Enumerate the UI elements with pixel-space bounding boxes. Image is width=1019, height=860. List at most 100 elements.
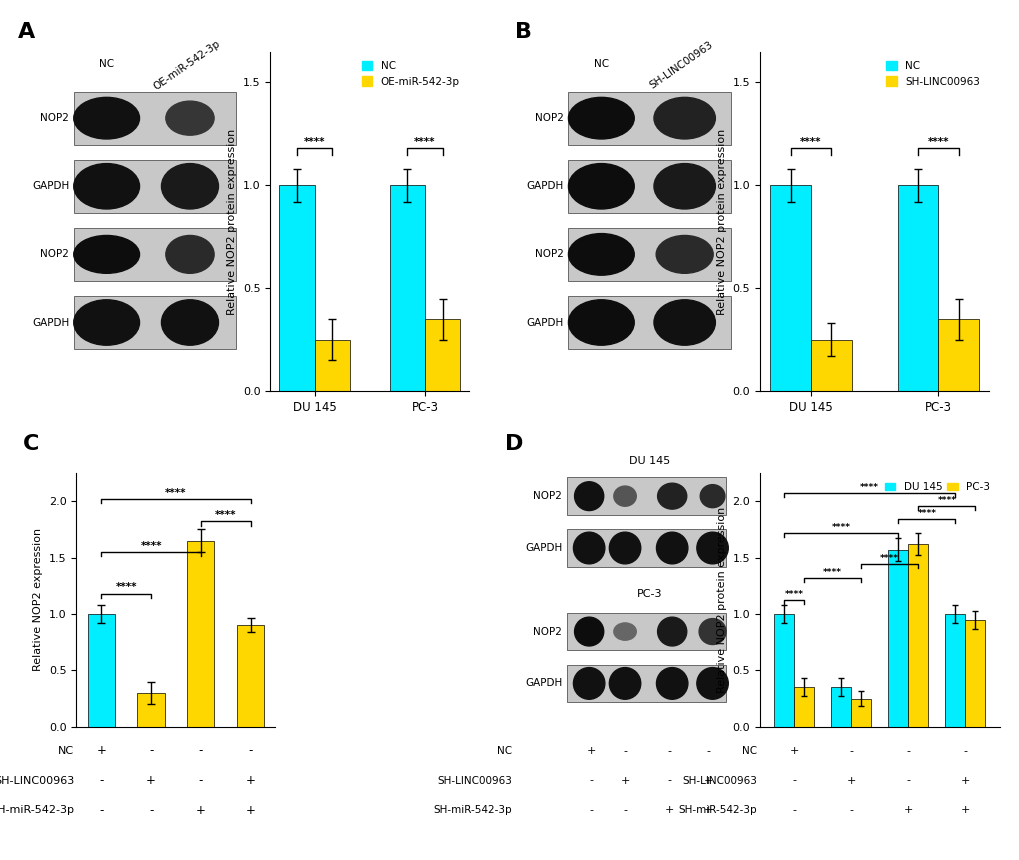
Bar <box>73 92 235 144</box>
Bar <box>794 687 813 727</box>
Text: -: - <box>623 805 627 815</box>
Text: ****: **** <box>926 137 948 146</box>
Text: GAPDH: GAPDH <box>525 543 561 553</box>
Text: ****: **** <box>800 137 821 146</box>
Text: +: + <box>846 776 855 785</box>
Text: ****: **** <box>936 495 956 505</box>
Ellipse shape <box>656 532 687 564</box>
Text: ****: **** <box>165 488 186 498</box>
Ellipse shape <box>608 667 640 699</box>
Text: GAPDH: GAPDH <box>525 679 561 688</box>
Ellipse shape <box>696 532 728 564</box>
Text: +: + <box>960 805 969 815</box>
Bar <box>425 319 460 391</box>
Y-axis label: Relative NOP2 expression: Relative NOP2 expression <box>34 528 44 672</box>
Text: NC: NC <box>99 59 114 69</box>
Text: NOP2: NOP2 <box>41 114 69 123</box>
Text: GAPDH: GAPDH <box>526 181 564 191</box>
Text: GAPDH: GAPDH <box>32 317 69 328</box>
Bar <box>851 698 870 727</box>
Text: ****: **** <box>830 523 850 531</box>
Text: SH-LINC00963: SH-LINC00963 <box>682 776 756 785</box>
Text: -: - <box>99 804 104 817</box>
Bar <box>897 186 937 391</box>
Text: ****: **** <box>141 541 162 550</box>
Bar <box>830 687 851 727</box>
Ellipse shape <box>655 236 712 273</box>
Text: SH-miR-542-3p: SH-miR-542-3p <box>0 805 74 815</box>
Ellipse shape <box>166 101 214 135</box>
Ellipse shape <box>73 97 140 139</box>
Text: NOP2: NOP2 <box>535 114 564 123</box>
Bar <box>88 614 115 727</box>
Text: +: + <box>196 804 206 817</box>
Text: -: - <box>149 745 153 758</box>
Ellipse shape <box>161 300 218 345</box>
Text: SH-LINC00963: SH-LINC00963 <box>437 776 512 785</box>
Ellipse shape <box>653 97 714 139</box>
Text: +: + <box>703 805 712 815</box>
Text: GAPDH: GAPDH <box>32 181 69 191</box>
Text: ****: **** <box>215 510 236 520</box>
Text: OE-miR-542-3p: OE-miR-542-3p <box>152 38 222 92</box>
Text: DU 145: DU 145 <box>629 456 669 466</box>
Text: NC: NC <box>741 746 756 756</box>
Ellipse shape <box>699 485 725 507</box>
Text: -: - <box>248 745 253 758</box>
Text: D: D <box>504 434 523 454</box>
Bar <box>773 614 794 727</box>
Bar <box>314 340 350 391</box>
Bar <box>769 186 810 391</box>
Text: NC: NC <box>496 746 512 756</box>
Bar <box>73 228 235 281</box>
Text: GAPDH: GAPDH <box>526 317 564 328</box>
Ellipse shape <box>73 300 140 345</box>
Y-axis label: Relative NOP2 protein expression: Relative NOP2 protein expression <box>716 128 727 315</box>
Ellipse shape <box>653 300 714 345</box>
Text: ****: **** <box>304 137 325 146</box>
Ellipse shape <box>568 163 634 209</box>
Text: -: - <box>149 804 153 817</box>
Bar <box>568 92 730 144</box>
Text: +: + <box>664 805 674 815</box>
Ellipse shape <box>574 617 603 646</box>
Ellipse shape <box>608 532 640 564</box>
Text: ****: **** <box>414 137 435 146</box>
Text: ****: **** <box>859 483 878 492</box>
Bar <box>567 477 726 515</box>
Text: +: + <box>703 776 712 785</box>
Bar <box>964 619 984 727</box>
Text: SH-miR-542-3p: SH-miR-542-3p <box>678 805 756 815</box>
Ellipse shape <box>573 532 604 564</box>
Text: -: - <box>962 746 966 756</box>
Text: NC: NC <box>58 746 74 756</box>
Ellipse shape <box>657 483 686 509</box>
Ellipse shape <box>568 97 634 139</box>
Ellipse shape <box>568 234 634 275</box>
Text: ****: **** <box>115 582 137 593</box>
Ellipse shape <box>73 236 140 273</box>
Text: -: - <box>792 805 796 815</box>
Ellipse shape <box>613 623 636 640</box>
Legend: NC, OE-miR-542-3p: NC, OE-miR-542-3p <box>358 57 464 91</box>
Ellipse shape <box>613 486 636 507</box>
Bar <box>888 550 907 727</box>
Text: -: - <box>623 746 627 756</box>
Text: NOP2: NOP2 <box>535 249 564 260</box>
Ellipse shape <box>657 617 686 646</box>
Text: -: - <box>199 745 203 758</box>
Ellipse shape <box>166 236 214 273</box>
Bar <box>568 296 730 349</box>
Y-axis label: Relative NOP2 protein expression: Relative NOP2 protein expression <box>227 128 237 315</box>
Bar <box>186 541 214 727</box>
Text: -: - <box>792 776 796 785</box>
Text: +: + <box>246 774 255 787</box>
Text: ****: **** <box>784 590 803 599</box>
Bar <box>138 693 165 727</box>
Text: +: + <box>246 804 255 817</box>
Text: -: - <box>849 746 852 756</box>
Bar <box>567 613 726 650</box>
Ellipse shape <box>574 482 603 511</box>
Text: ****: **** <box>916 509 935 518</box>
Bar <box>73 296 235 349</box>
